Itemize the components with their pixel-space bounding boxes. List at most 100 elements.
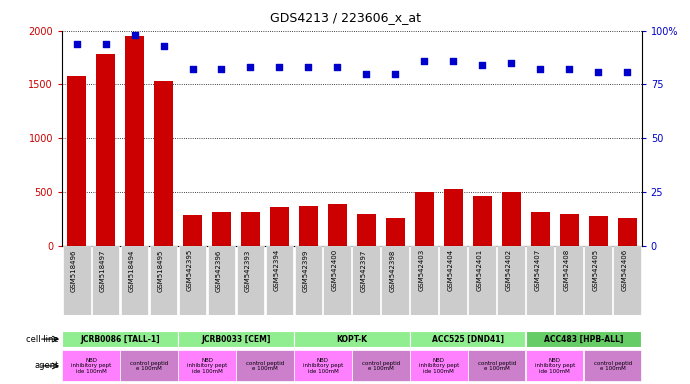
Point (332, 64, 343, 70)
Bar (295, 246, 322, 315)
Bar (63, 246, 90, 315)
Text: agent: agent (34, 361, 59, 371)
Text: NBD
inhibitory pept
ide 100mM: NBD inhibitory pept ide 100mM (535, 358, 575, 374)
Bar (382, 246, 409, 315)
Text: ACC483 [HPB-ALL]: ACC483 [HPB-ALL] (544, 334, 624, 344)
Bar (410, 331, 526, 347)
Text: control peptid
e 100mM: control peptid e 100mM (130, 361, 168, 371)
Text: GSM542408: GSM542408 (563, 249, 569, 291)
Text: GSM518496: GSM518496 (70, 249, 77, 292)
Bar (618, 218, 637, 246)
Text: GSM518494: GSM518494 (128, 249, 135, 291)
Bar (328, 204, 347, 246)
Text: control peptid
e 100mM: control peptid e 100mM (477, 361, 516, 371)
Text: GSM542393: GSM542393 (244, 249, 250, 291)
Bar (497, 246, 525, 315)
Bar (353, 246, 380, 315)
Bar (444, 189, 463, 246)
Bar (440, 246, 467, 315)
Bar (502, 192, 521, 246)
Point (448, 58, 459, 64)
Bar (121, 246, 148, 315)
Bar (236, 351, 294, 381)
Bar (67, 76, 86, 246)
Bar (531, 212, 550, 246)
Bar (352, 351, 410, 381)
Text: NBD
inhibitory pept
ide 100mM: NBD inhibitory pept ide 100mM (419, 358, 459, 374)
Text: GDS4213 / 223606_x_at: GDS4213 / 223606_x_at (270, 12, 420, 25)
Bar (357, 214, 376, 246)
Point (158, 43, 169, 49)
Point (129, 32, 140, 38)
Text: GSM542398: GSM542398 (389, 249, 395, 291)
Text: control peptid
e 100mM: control peptid e 100mM (246, 361, 284, 371)
Point (535, 66, 546, 73)
Bar (584, 246, 612, 315)
Bar (560, 214, 579, 246)
Point (390, 71, 401, 77)
Bar (92, 246, 119, 315)
Bar (613, 246, 641, 315)
Bar (473, 196, 492, 246)
Bar (386, 218, 405, 246)
Bar (179, 246, 206, 315)
Bar (526, 246, 554, 315)
Point (100, 41, 111, 47)
Bar (96, 55, 115, 246)
Bar (125, 36, 144, 246)
Text: GSM518495: GSM518495 (157, 249, 164, 291)
Bar (178, 351, 236, 381)
Bar (526, 351, 584, 381)
Bar (555, 246, 583, 315)
Bar (150, 246, 177, 315)
Text: GSM542404: GSM542404 (447, 249, 453, 291)
Bar (410, 351, 468, 381)
Text: GSM542396: GSM542396 (215, 249, 221, 291)
Text: JCRB0033 [CEM]: JCRB0033 [CEM] (201, 334, 270, 344)
Text: cell line: cell line (26, 335, 59, 344)
Text: control peptid
e 100mM: control peptid e 100mM (593, 361, 632, 371)
Point (477, 62, 488, 68)
Bar (266, 246, 293, 315)
Bar (324, 246, 351, 315)
Text: GSM542395: GSM542395 (186, 249, 193, 291)
Text: GSM542400: GSM542400 (331, 249, 337, 291)
Bar (294, 331, 410, 347)
Point (361, 71, 372, 77)
Point (303, 64, 314, 70)
Point (593, 68, 604, 74)
Bar (294, 351, 352, 381)
Bar (154, 81, 173, 246)
Text: GSM518497: GSM518497 (99, 249, 106, 292)
Point (419, 58, 430, 64)
Bar (469, 246, 496, 315)
Bar (120, 351, 178, 381)
Point (245, 64, 256, 70)
Point (187, 66, 198, 73)
Point (274, 64, 285, 70)
Text: GSM542402: GSM542402 (505, 249, 511, 291)
Text: GSM542397: GSM542397 (360, 249, 366, 291)
Bar (415, 192, 434, 246)
Text: NBD
inhibitory pept
ide 100mM: NBD inhibitory pept ide 100mM (303, 358, 343, 374)
Point (622, 68, 633, 74)
Text: ACC525 [DND41]: ACC525 [DND41] (432, 334, 504, 344)
Text: JCRB0086 [TALL-1]: JCRB0086 [TALL-1] (80, 334, 160, 344)
Point (216, 66, 227, 73)
Bar (526, 331, 642, 347)
Text: GSM542403: GSM542403 (418, 249, 424, 291)
Text: GSM542394: GSM542394 (273, 249, 279, 291)
Text: GSM542407: GSM542407 (534, 249, 540, 291)
Bar (237, 246, 264, 315)
Text: KOPT-K: KOPT-K (337, 334, 367, 344)
Point (71, 41, 82, 47)
Bar (241, 212, 260, 246)
Text: NBD
inhibitory pept
ide 100mM: NBD inhibitory pept ide 100mM (187, 358, 227, 374)
Text: control peptid
e 100mM: control peptid e 100mM (362, 361, 400, 371)
Text: GSM542406: GSM542406 (621, 249, 627, 291)
Bar (212, 212, 231, 246)
Bar (62, 331, 178, 347)
Bar (299, 206, 318, 246)
Bar (208, 246, 235, 315)
Point (506, 60, 517, 66)
